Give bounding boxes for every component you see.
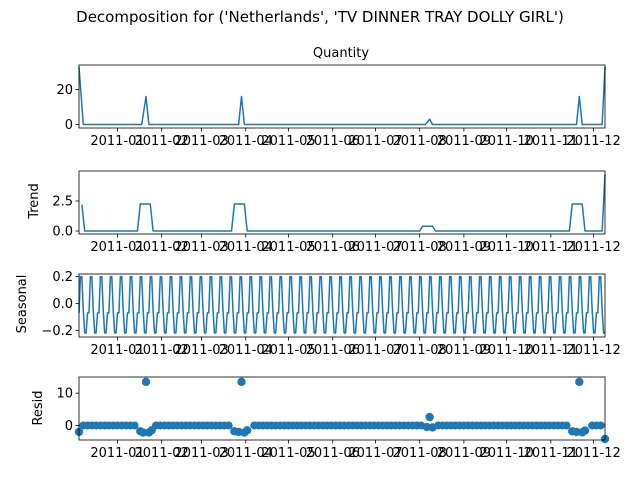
quantity-panel: Quantity 0 20 2011-012011-022011-032011-04… [56,46,620,149]
resid-panel: Resid 0102011-012011-022011-032011-04201… [31,376,621,461]
trend-xtick-label: 2011-11 [524,240,578,255]
resid-xtick-label: 2011-05 [261,446,315,461]
quantity-xtick-label: 2011-06 [306,134,360,149]
resid-point [141,377,151,387]
seasonal-series-line [78,275,605,334]
resid-axes-frame [78,376,606,441]
resid-ytick-label: 0 [65,419,73,434]
trend-xtick-label: 2011-06 [306,240,360,255]
seasonal-ytick-label: 0.0 [52,297,73,312]
trend-xtick-label: 2011-12 [566,240,620,255]
trend-panel: Trend 0.0 2.5 2011-012011-022011-032011-04… [27,170,621,255]
seasonal-xtick-label: 2011-02 [135,343,189,358]
resid-point [130,421,139,430]
resid-xtick-label: 2011-01 [90,446,144,461]
resid-ytick-label: 10 [56,387,73,402]
quantity-xtick-label: 2011-08 [393,134,447,149]
seasonal-xtick-label: 2011-07 [348,343,402,358]
trend-xtick-label: 2011-01 [90,240,144,255]
resid-point [562,421,571,430]
seasonal-xtick-label: 2011-10 [479,343,533,358]
trend-xtick-label: 2011-07 [348,240,402,255]
resid-xtick-label: 2011-07 [348,446,402,461]
resid-point [147,426,156,435]
resid-xtick-label: 2011-10 [479,446,533,461]
trend-series-line [81,174,606,232]
seasonal-xtick-label: 2011-01 [90,343,144,358]
trend-xtick-label: 2011-08 [393,240,447,255]
seasonal-ylabel: Seasonal [15,275,30,334]
figure-suptitle: Decomposition for ('Netherlands', 'TV DI… [76,8,564,26]
resid-xtick-label: 2011-12 [566,446,620,461]
resid-xtick-label: 2011-03 [174,446,228,461]
resid-point [428,423,437,432]
quantity-xtick-label: 2011-05 [261,134,315,149]
seasonal-xtick-label: 2011-09 [437,343,491,358]
trend-xtick-label: 2011-04 [219,240,273,255]
trend-xtick-label: 2011-09 [437,240,491,255]
trend-xtick-label: 2011-10 [479,240,533,255]
resid-point [224,421,233,430]
quantity-xtick-label: 2011-11 [524,134,578,149]
resid-point [575,377,584,387]
resid-xtick-label: 2011-09 [437,446,491,461]
resid-point [237,377,246,387]
seasonal-ytick-label: 0.2 [52,270,73,285]
quantity-xtick-label: 2011-01 [90,134,144,149]
quantity-xtick-label: 2011-12 [566,134,620,149]
quantity-xtick-label: 2011-03 [174,134,228,149]
trend-ylabel: Trend [27,183,42,220]
trend-axes-frame [78,170,606,235]
resid-point [596,421,605,430]
quantity-xtick-label: 2011-09 [437,134,491,149]
seasonal-ytick-label: −0.2 [41,324,73,339]
seasonal-xtick-label: 2011-03 [174,343,228,358]
resid-xtick-label: 2011-02 [135,446,189,461]
seasonal-xtick-label: 2011-05 [261,343,315,358]
resid-point [425,412,434,422]
trend-xtick-label: 2011-03 [174,240,228,255]
resid-point [243,426,252,435]
resid-xtick-label: 2011-06 [306,446,360,461]
resid-xtick-label: 2011-08 [393,446,447,461]
quantity-axes-frame [78,64,606,129]
trend-ytick-label: 0.0 [52,225,73,240]
quantity-ytick-label: 20 [56,83,73,98]
resid-point [580,426,590,435]
seasonal-axes-frame [78,273,606,338]
quantity-xtick-label: 2011-02 [135,134,189,149]
quantity-xtick-label: 2011-10 [479,134,533,149]
seasonal-xtick-label: 2011-12 [566,343,620,358]
trend-xtick-label: 2011-02 [135,240,189,255]
trend-xtick-label: 2011-05 [261,240,315,255]
quantity-ytick-label: 0 [65,118,73,133]
quantity-title: Quantity [313,46,369,61]
quantity-series-line [78,66,606,126]
seasonal-panel: Seasonal −0.2 0.0 0.2 2011-012011-022011-03… [15,270,621,358]
resid-xtick-label: 2011-11 [524,446,578,461]
quantity-xtick-label: 2011-07 [348,134,402,149]
seasonal-xtick-label: 2011-06 [306,343,360,358]
trend-ytick-label: 2.5 [52,195,73,210]
seasonal-xtick-label: 2011-11 [524,343,578,358]
seasonal-xtick-label: 2011-04 [219,343,273,358]
quantity-xtick-label: 2011-04 [219,134,273,149]
resid-xtick-label: 2011-04 [219,446,273,461]
resid-ylabel: Resid [31,390,46,425]
seasonal-xtick-label: 2011-08 [393,343,447,358]
